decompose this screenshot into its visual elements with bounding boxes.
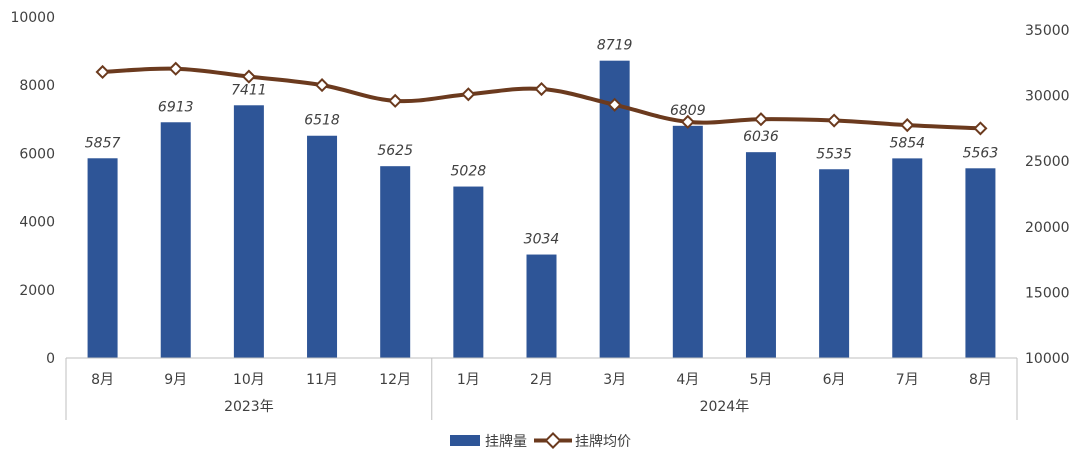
line-marker	[95, 64, 110, 80]
category-label: 10月	[233, 372, 265, 388]
category-label: 11月	[306, 372, 338, 388]
line-marker	[827, 113, 842, 128]
line-marker	[461, 87, 476, 102]
line-marker	[680, 114, 695, 129]
left-tick-label: 4000	[19, 215, 55, 231]
left-tick-label: 2000	[19, 283, 55, 299]
category-label: 8月	[969, 372, 992, 388]
bar	[453, 186, 484, 358]
bar-data-label: 6518	[304, 113, 340, 129]
group-labels: 2023年 2024年	[224, 399, 749, 415]
category-label: 8月	[91, 372, 114, 388]
bar	[965, 168, 996, 358]
line-marker	[388, 93, 403, 108]
category-label: 6月	[823, 372, 846, 388]
right-tick-label: 25000	[1025, 154, 1070, 170]
category-label: 5月	[750, 372, 773, 388]
left-axis-ticks: 0 2000 4000 6000 8000 10000	[10, 10, 55, 367]
right-tick-label: 20000	[1025, 220, 1070, 236]
bar	[160, 122, 191, 359]
line-marker	[753, 112, 769, 127]
right-tick-label: 30000	[1025, 89, 1070, 105]
bar-data-label: 7411	[231, 82, 267, 98]
bar-data-label: 5625	[377, 143, 413, 159]
bar	[892, 158, 923, 358]
bar-data-label: 6913	[158, 99, 194, 115]
category-label: 12月	[379, 372, 411, 388]
bar-data-labels: 5857 6913 7411 6518 5625 5028 3034 8719 6809 6036…	[85, 38, 998, 248]
group-label: 2024年	[700, 399, 750, 415]
legend-bar-label: 挂牌量	[485, 433, 527, 450]
right-tick-label: 15000	[1025, 285, 1070, 301]
left-tick-label: 0	[46, 351, 55, 367]
line-marker	[973, 121, 988, 136]
bar-data-label: 5563	[963, 145, 999, 161]
legend-line-label: 挂牌均价	[575, 433, 631, 450]
bar	[87, 158, 118, 358]
line-marker	[241, 69, 256, 84]
bar	[745, 152, 776, 358]
line-marker	[314, 78, 330, 93]
group-label: 2023年	[224, 399, 274, 415]
left-tick-label: 8000	[19, 78, 55, 94]
legend-bar-swatch	[450, 435, 480, 446]
bar-data-label: 5535	[816, 146, 852, 162]
left-tick-label: 10000	[10, 10, 55, 26]
line-marker	[900, 118, 915, 133]
bar	[233, 105, 264, 358]
bar-data-label: 5857	[85, 135, 121, 151]
bar-series	[87, 60, 996, 359]
line-series	[95, 61, 988, 136]
category-label: 7月	[896, 372, 919, 388]
bar-data-label: 6809	[670, 103, 706, 119]
bar	[672, 125, 703, 358]
left-tick-label: 6000	[19, 146, 55, 162]
legend: 挂牌量 挂牌均价	[450, 432, 631, 450]
line-marker	[607, 97, 622, 112]
bar-data-label: 6036	[743, 129, 779, 145]
category-label: 4月	[676, 372, 699, 388]
bar-data-label: 5854	[889, 135, 925, 151]
bar-data-label: 5028	[451, 164, 487, 180]
bar-data-label: 8719	[597, 38, 633, 54]
bar	[380, 166, 411, 358]
category-label: 1月	[457, 372, 480, 388]
line-marker	[168, 61, 183, 76]
bar-data-label: 3034	[524, 232, 560, 248]
x-axis	[65, 357, 1018, 420]
right-axis-ticks: 10000 15000 20000 25000 30000 35000	[1025, 23, 1070, 367]
category-label: 2月	[530, 372, 553, 388]
bar	[307, 135, 338, 358]
right-tick-label: 35000	[1025, 23, 1070, 39]
right-tick-label: 10000	[1025, 351, 1070, 367]
category-label: 9月	[164, 372, 187, 388]
legend-line-marker	[544, 432, 562, 449]
bar	[819, 169, 850, 358]
category-label: 3月	[603, 372, 626, 388]
category-labels: 8月 9月 10月 11月 12月 1月 2月 3月 4月 5月 6月 7月 8月	[91, 372, 992, 388]
bar	[526, 254, 557, 358]
line-marker	[534, 81, 549, 97]
